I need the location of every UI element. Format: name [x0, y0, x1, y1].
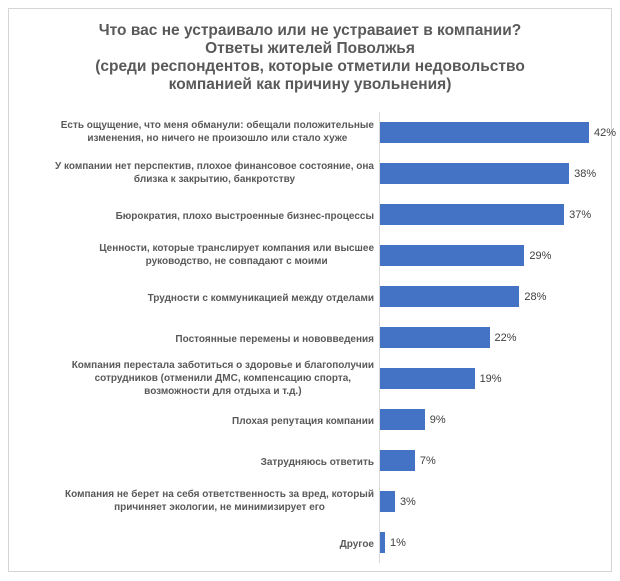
bar-track: 1%	[379, 522, 604, 563]
chart-container: Что вас не устраивало или не устраваиет …	[8, 8, 616, 572]
category-label: Бюрократия, плохо выстроенные бизнес-про…	[115, 210, 374, 222]
value-label: 28%	[524, 290, 547, 303]
bar-track: 19%	[379, 358, 604, 399]
bar-track: 38%	[379, 153, 604, 194]
value-label: 37%	[569, 208, 592, 221]
category-label: Компания не берет на себя ответственност…	[65, 489, 374, 513]
value-label: 9%	[429, 413, 446, 426]
category-label-cell: Ценности, которые транслирует компания и…	[15, 242, 379, 269]
bar-row: У компании нет перспектив, плохое финанс…	[15, 153, 609, 194]
category-label: Другое	[339, 538, 374, 550]
category-label: Ценности, которые транслирует компания и…	[99, 243, 374, 267]
value-label: 29%	[529, 249, 552, 262]
value-label: 19%	[479, 372, 502, 385]
category-label-cell: Постоянные перемены и нововведения	[15, 329, 379, 347]
category-label-cell: У компании нет перспектив, плохое финанс…	[15, 160, 379, 187]
bar-row: Затрудняюсь ответить 7%	[15, 440, 609, 481]
bar-track: 42%	[379, 112, 616, 153]
bar-row: Другое 1%	[15, 522, 609, 563]
bar-row: Есть ощущение, что меня обманули: обещал…	[15, 112, 616, 153]
bar-track: 9%	[379, 399, 604, 440]
chart-title: Что вас не устраивало или не устраваиет …	[95, 22, 525, 93]
bar-track: 37%	[379, 194, 604, 235]
bar-row: Бюрократия, плохо выстроенные бизнес-про…	[15, 194, 609, 235]
category-label: Трудности с коммуникацией между отделами	[147, 292, 374, 304]
bar-track: 3%	[379, 481, 604, 522]
bar	[380, 163, 570, 184]
value-label: 22%	[494, 331, 517, 344]
plot-area: Есть ощущение, что меня обманули: обещал…	[15, 112, 616, 563]
category-label-cell: Другое	[15, 534, 379, 552]
bar-row: Компания перестала заботиться о здоровье…	[15, 358, 609, 399]
bar	[380, 245, 525, 266]
category-label: Затрудняюсь ответить	[260, 456, 374, 468]
bar-row: Плохая репутация компании 9%	[15, 399, 609, 440]
category-label: У компании нет перспектив, плохое финанс…	[55, 161, 374, 185]
bar	[380, 491, 395, 512]
category-label: Компания перестала заботиться о здоровье…	[71, 359, 374, 397]
value-label: 1%	[389, 536, 406, 549]
category-label-cell: Компания перестала заботиться о здоровье…	[15, 359, 379, 399]
bar	[380, 450, 415, 471]
value-label: 42%	[594, 126, 617, 139]
category-label-cell: Есть ощущение, что меня обманули: обещал…	[15, 119, 379, 146]
bar	[380, 532, 385, 553]
value-label: 38%	[574, 167, 597, 180]
bar-row: Трудности с коммуникацией между отделами…	[15, 276, 609, 317]
bar	[380, 368, 475, 389]
category-label: Есть ощущение, что меня обманули: обещал…	[60, 120, 374, 144]
bar-track: 22%	[379, 317, 604, 358]
bar-track: 7%	[379, 440, 604, 481]
category-label-cell: Трудности с коммуникацией между отделами	[15, 288, 379, 306]
bar	[380, 409, 425, 430]
bar-track: 29%	[379, 235, 604, 276]
category-label-cell: Затрудняюсь ответить	[15, 452, 379, 470]
value-label: 3%	[399, 495, 416, 508]
bar	[380, 327, 490, 348]
value-label: 7%	[419, 454, 436, 467]
category-label-cell: Компания не берет на себя ответственност…	[15, 488, 379, 515]
category-label-cell: Плохая репутация компании	[15, 411, 379, 429]
bar	[380, 122, 590, 143]
category-label-cell: Бюрократия, плохо выстроенные бизнес-про…	[15, 206, 379, 224]
bar-row: Компания не берет на себя ответственност…	[15, 481, 609, 522]
bar	[380, 204, 565, 225]
bar	[380, 286, 520, 307]
category-label: Постоянные перемены и нововведения	[175, 333, 374, 345]
bar-track: 28%	[379, 276, 604, 317]
category-label: Плохая репутация компании	[232, 415, 374, 427]
bar-row: Ценности, которые транслирует компания и…	[15, 235, 609, 276]
bar-row: Постоянные перемены и нововведения 22%	[15, 317, 609, 358]
